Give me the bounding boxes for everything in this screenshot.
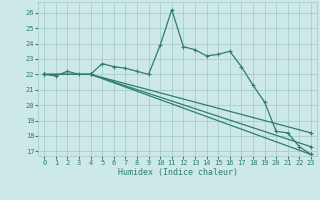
X-axis label: Humidex (Indice chaleur): Humidex (Indice chaleur): [118, 168, 238, 177]
